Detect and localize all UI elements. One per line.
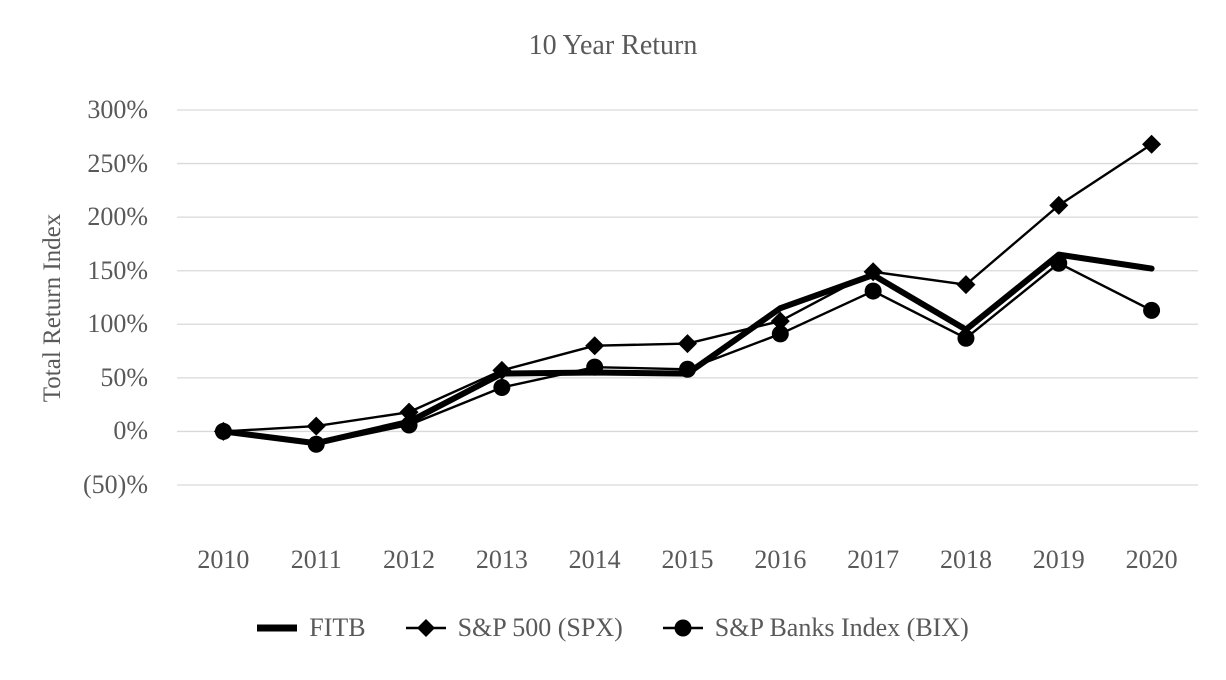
legend-item-fitb: FITB (257, 613, 366, 643)
x-tick-label: 2014 (568, 545, 621, 574)
y-tick-label: (50)% (83, 470, 148, 499)
data-point-s-p-banks-index-bix- (307, 435, 325, 453)
data-point-s-p-banks-index-bix- (679, 360, 696, 378)
data-point-s-p-500-spx- (306, 416, 326, 436)
x-tick-label: 2016 (754, 545, 807, 574)
legend-label: S&P 500 (SPX) (457, 613, 623, 642)
data-point-s-p-500-spx- (863, 262, 883, 282)
x-tick-label: 2013 (475, 545, 528, 574)
series-line-s-p-500-spx- (222, 143, 1153, 433)
circle-marker-icon (674, 619, 692, 637)
x-tick-label: 2017 (847, 545, 900, 574)
data-point-s-p-banks-index-bix- (400, 416, 418, 434)
x-tick-label: 2012 (383, 545, 436, 574)
y-tick-label: 150% (87, 255, 148, 285)
legend-label: FITB (309, 613, 366, 642)
legend-swatch-diamond (405, 619, 446, 637)
legend-label: S&P Banks Index (BIX) (714, 613, 969, 642)
data-point-s-p-banks-index-bix- (586, 358, 604, 376)
legend-item-s-p-500-spx-: S&P 500 (SPX) (405, 613, 623, 643)
x-tick-label: 2019 (1032, 545, 1085, 574)
y-tick-label: 300% (87, 95, 148, 124)
data-point-s-p-500-spx- (678, 334, 697, 354)
x-tick-label: 2011 (290, 545, 342, 574)
data-point-s-p-500-spx- (956, 275, 976, 295)
y-tick-label: 200% (87, 202, 148, 232)
data-point-s-p-500-spx- (1049, 195, 1069, 215)
data-point-s-p-500-spx- (1142, 134, 1162, 154)
data-point-s-p-banks-index-bix- (1050, 254, 1068, 272)
data-point-s-p-banks-index-bix- (493, 379, 511, 396)
diamond-marker-icon (416, 619, 435, 637)
data-point-s-p-500-spx- (770, 311, 790, 331)
y-tick-label: 0% (113, 416, 148, 446)
data-point-s-p-banks-index-bix- (771, 325, 789, 343)
data-point-s-p-500-spx- (585, 336, 605, 356)
x-tick-label: 2018 (939, 545, 992, 574)
chart-title: 10 Year Return (528, 30, 698, 61)
data-point-s-p-banks-index-bix- (957, 329, 975, 347)
x-tick-label: 2010 (197, 545, 250, 574)
legend-swatch-circle (662, 619, 703, 637)
data-point-s-p-banks-index-bix- (214, 422, 232, 440)
y-tick-label: 250% (87, 148, 148, 178)
data-point-s-p-500-spx- (492, 360, 512, 380)
data-point-s-p-500-spx- (399, 402, 419, 422)
data-point-s-p-banks-index-bix- (1143, 301, 1161, 319)
x-tick-label: 2015 (661, 545, 714, 574)
y-tick-label: 100% (87, 309, 148, 339)
legend: FITB S&P 500 (SPX) S&P Banks Index (BIX) (0, 613, 1226, 643)
data-point-s-p-banks-index-bix- (864, 282, 882, 300)
y-tick-label: 50% (100, 362, 148, 392)
x-tick-label: 2020 (1125, 545, 1178, 574)
legend-item-s-p-banks-index-bix-: S&P Banks Index (BIX) (662, 613, 969, 643)
legend-swatch-thick-line (257, 624, 298, 632)
